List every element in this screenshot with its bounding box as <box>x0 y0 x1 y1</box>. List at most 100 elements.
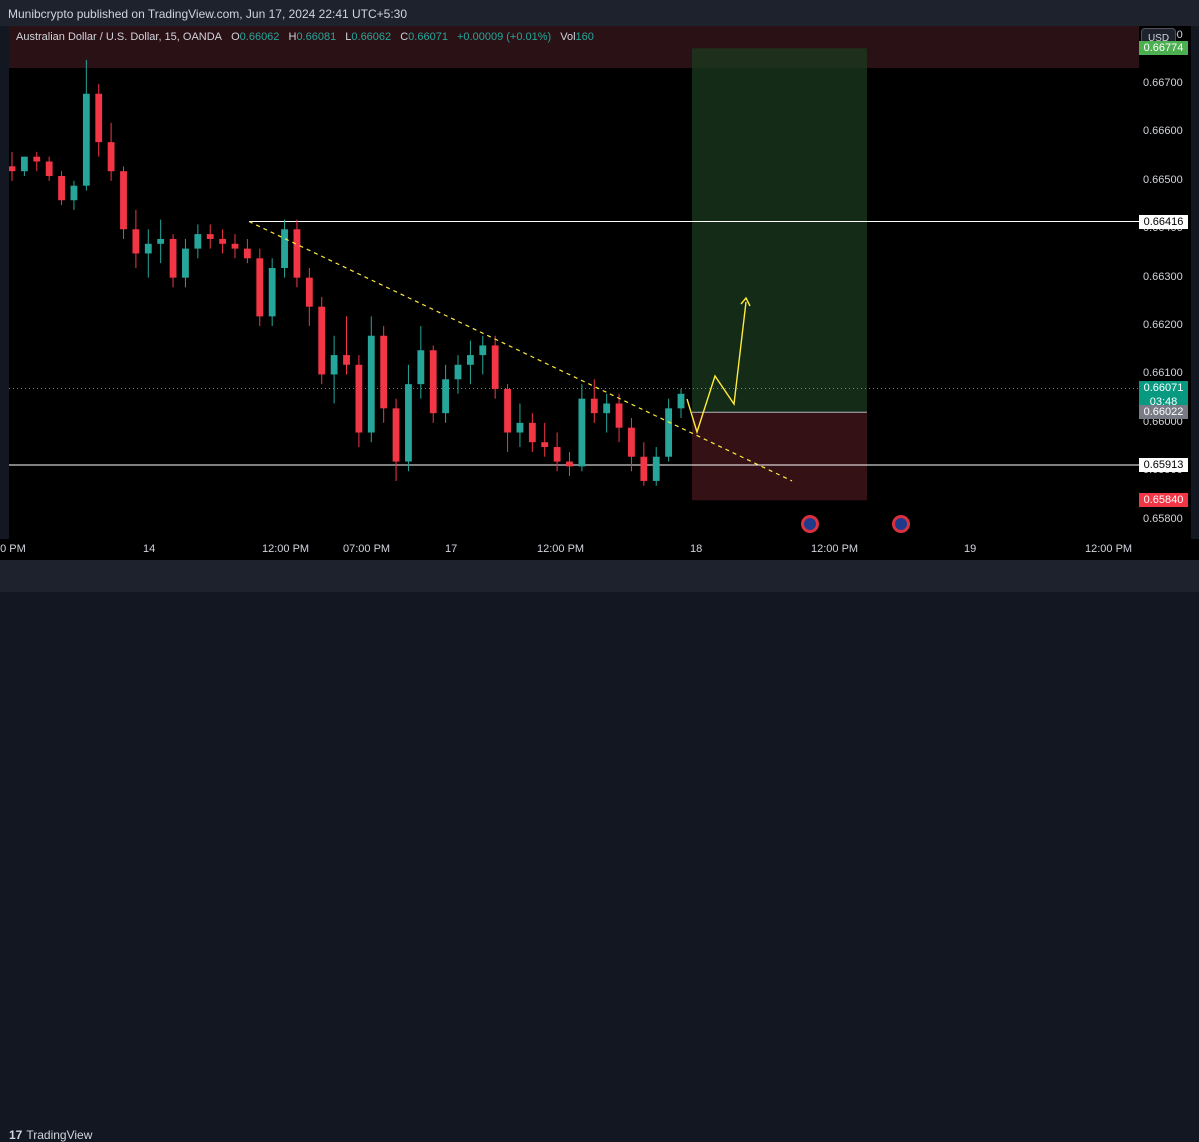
candle-body <box>45 161 53 177</box>
candle-body <box>392 408 400 462</box>
candle-body <box>590 398 598 414</box>
candle-body <box>541 442 549 448</box>
projection-path <box>686 301 747 435</box>
time-tick-label: 18 <box>690 543 703 555</box>
footer-bar: 17 TradingView <box>0 560 1199 1142</box>
price-label: 0.66416 <box>1139 214 1188 229</box>
time-tick-label: 19 <box>964 543 977 555</box>
target-zone <box>692 48 867 413</box>
candle-body <box>281 229 288 268</box>
chart-area[interactable] <box>9 26 1139 539</box>
candle-body <box>367 335 375 433</box>
candle-body <box>144 243 152 254</box>
candle-body <box>665 408 673 457</box>
close-value: 0.66071 <box>408 31 448 43</box>
time-tick-label: 12:00 PM <box>811 543 859 555</box>
australia-event-flag-icon-inner <box>804 518 816 530</box>
projection-arrowhead <box>740 296 751 307</box>
candle-body <box>157 238 165 244</box>
candle-body <box>305 277 313 307</box>
candle-body <box>405 384 412 462</box>
price-tick-label: 0.66600 <box>1143 125 1183 138</box>
candle-body <box>206 234 214 239</box>
price-label: 0.65913 <box>1139 457 1188 472</box>
price-tick-label: 0.66700 <box>1143 77 1183 90</box>
candle-body <box>603 403 611 414</box>
price-tick-label: 0.66500 <box>1143 173 1183 186</box>
tradingview-brand: TradingView <box>26 1128 93 1142</box>
time-tick-label: 14 <box>143 543 156 555</box>
candle-body <box>380 335 388 409</box>
candle-body <box>169 238 177 278</box>
candle-body <box>652 456 660 481</box>
candle-body <box>640 456 648 481</box>
candle-body <box>454 364 462 380</box>
candle-body <box>318 306 326 375</box>
publisher-text: Munibcrypto published on TradingView.com… <box>8 7 408 21</box>
header-band <box>9 26 1139 68</box>
time-axis[interactable]: 00 PM 14 12:00 PM 07:00 PM 17 12:00 PM 18 12:00… <box>0 539 1199 560</box>
time-tick-label: 12:00 PM <box>262 543 310 555</box>
candle-body <box>615 403 623 428</box>
candle-body <box>528 422 536 443</box>
candle-body <box>95 93 103 143</box>
candle-body <box>20 156 28 172</box>
candle-body <box>120 171 127 230</box>
volume-value: 160 <box>575 31 594 43</box>
candle-body <box>256 258 264 317</box>
tradingview-logo[interactable]: 17 TradingView <box>9 1128 92 1142</box>
candle-body <box>355 364 363 433</box>
price-label: 0.66022 <box>1139 405 1188 420</box>
candle-body <box>442 379 450 414</box>
candle-body <box>491 345 499 389</box>
candle-body <box>330 355 338 375</box>
price-label: 0.65840 <box>1139 493 1188 508</box>
candle-body <box>231 243 239 249</box>
open-label: O <box>231 31 240 43</box>
price-tick-label: 0.66100 <box>1143 367 1183 380</box>
candle-body <box>243 248 251 259</box>
axis-edge <box>1191 26 1199 539</box>
high-value: 0.66081 <box>296 31 337 43</box>
price-label: 0.66774 <box>1139 41 1188 56</box>
price-axis[interactable]: 0.668000.667000.666000.665000.664000.663… <box>1139 26 1191 539</box>
open-value: 0.66062 <box>239 31 280 43</box>
candle-body <box>107 142 115 172</box>
candle-body <box>516 422 524 433</box>
candle-body <box>566 461 573 467</box>
candle-body <box>429 350 437 414</box>
candle-body <box>479 345 487 356</box>
candle-body <box>628 427 635 457</box>
ohlc-legend: Australian Dollar / U.S. Dollar, 15, OAN… <box>16 31 594 43</box>
time-tick-label: 17 <box>445 543 458 555</box>
low-value: 0.66062 <box>351 31 392 43</box>
candle-body <box>466 355 474 365</box>
candle-body <box>293 229 301 278</box>
candle-body <box>677 393 685 409</box>
candle-body <box>417 350 425 385</box>
candle-body <box>132 229 140 254</box>
price-label: 0.66071 03:48 <box>1139 381 1188 408</box>
close-label: C <box>400 31 409 43</box>
symbol-title[interactable]: Australian Dollar / U.S. Dollar, 15, OAN… <box>16 31 223 43</box>
us-event-flag-icon-inner <box>895 518 907 530</box>
candle-body <box>553 447 561 462</box>
high-label: H <box>288 31 297 43</box>
change-value: +0.00009 (+0.01%) <box>457 31 552 43</box>
time-tick-label: 00 PM <box>0 543 26 555</box>
time-tick-label: 12:00 PM <box>537 543 585 555</box>
price-tick-label: 0.66200 <box>1143 319 1183 332</box>
candle-body <box>58 176 65 201</box>
volume-label: Vol <box>560 31 576 43</box>
candle-body <box>578 398 586 467</box>
time-tick-label: 07:00 PM <box>343 543 391 555</box>
price-tick-label: 0.65800 <box>1143 512 1183 525</box>
price-chart[interactable] <box>9 26 1139 539</box>
candle-body <box>268 267 276 317</box>
publisher-bar: Munibcrypto published on TradingView.com… <box>0 0 1199 26</box>
candle-body <box>194 234 202 249</box>
candle-body <box>9 166 16 172</box>
candle-body <box>219 238 227 244</box>
stop-zone <box>692 412 867 501</box>
candle-body <box>70 185 78 201</box>
